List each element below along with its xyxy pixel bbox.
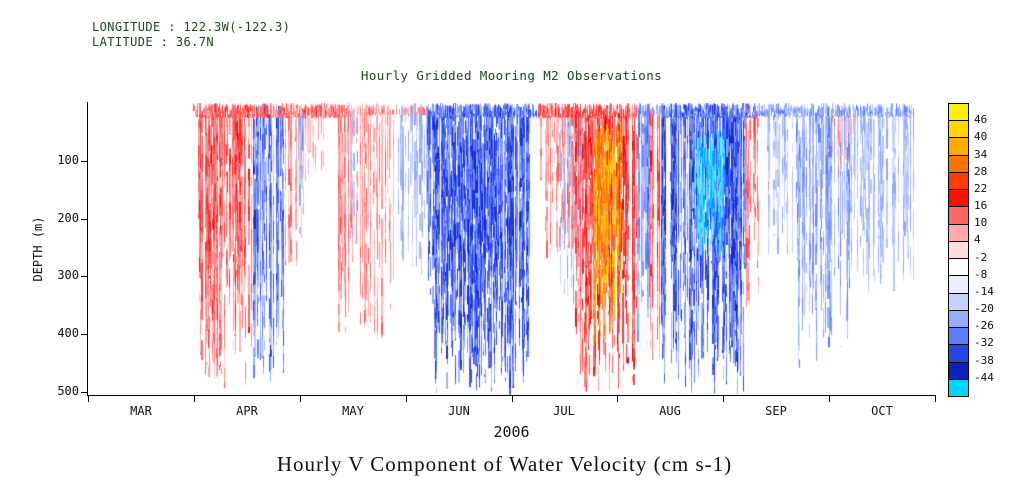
x-tick (723, 396, 724, 402)
y-axis-line (87, 102, 88, 396)
figure-main-title: Hourly V Component of Water Velocity (cm… (276, 452, 733, 476)
colorbar-segment (949, 137, 968, 155)
plot-area (88, 103, 935, 395)
colorbar-segment (949, 206, 968, 224)
latitude-label: LATITUDE : 36.7N (92, 35, 214, 49)
x-tick (88, 396, 89, 402)
colorbar-segment (949, 104, 968, 121)
y-tick-label: 200 (57, 210, 79, 225)
y-tick (81, 218, 87, 220)
x-tick-label-mar: MAR (130, 404, 152, 418)
colorbar-tick-label: 10 (974, 216, 988, 230)
y-tick (81, 276, 87, 278)
colorbar-segment (949, 361, 968, 379)
y-tick-label: 500 (57, 384, 79, 399)
x-tick (406, 396, 407, 402)
colorbar-segment (949, 327, 968, 345)
x-axis-line (87, 395, 936, 396)
colorbar-segment (949, 223, 968, 241)
colorbar-tick-label: -38 (974, 353, 994, 367)
longitude-label: LONGITUDE : 122.3W(-122.3) (92, 20, 291, 34)
y-tick (81, 392, 87, 394)
colorbar-segment (949, 309, 968, 328)
y-tick (81, 160, 87, 162)
colorbar-segment (949, 154, 968, 172)
colorbar-tick-label: 22 (974, 181, 988, 195)
colorbar-tick-label: -2 (974, 250, 988, 264)
colorbar-segment (949, 292, 968, 310)
colorbar-segment (949, 275, 968, 293)
x-tick (617, 396, 618, 402)
plot-title: Hourly Gridded Mooring M2 Observations (360, 68, 663, 83)
x-tick (300, 396, 301, 402)
x-tick (194, 396, 195, 402)
colorbar-tick-label: 34 (974, 147, 988, 161)
x-tick-label-jun: JUN (448, 404, 470, 418)
colorbar-tick-label: 4 (974, 233, 981, 247)
colorbar-tick-label: -14 (974, 284, 994, 298)
colorbar-segment (949, 378, 968, 396)
colorbar-tick-label: -32 (974, 336, 994, 350)
y-tick-label: 400 (57, 326, 79, 341)
x-tick-label-aug: AUG (659, 404, 681, 418)
colorbar-tick-label: -44 (974, 370, 994, 384)
y-tick (81, 334, 87, 336)
colorbar-tick-label: 28 (974, 164, 988, 178)
x-tick (935, 396, 936, 402)
x-tick (829, 396, 830, 402)
colorbar-tick-label: 16 (974, 199, 988, 213)
colorbar-segment (949, 258, 968, 276)
colorbar-segment (949, 171, 968, 190)
colorbar-tick-label: 46 (974, 113, 988, 127)
y-tick-label: 300 (57, 268, 79, 283)
colorbar-tick-label: -26 (974, 319, 994, 333)
x-tick (512, 396, 513, 402)
velocity-heatmap-canvas (88, 103, 935, 395)
colorbar-tick-label: 40 (974, 130, 988, 144)
x-tick-label-apr: APR (236, 404, 258, 418)
y-tick-label: 100 (57, 152, 79, 167)
colorbar-tick-label: -8 (974, 267, 988, 281)
colorbar-segment (949, 344, 968, 362)
x-tick-label-oct: OCT (871, 404, 893, 418)
colorbar-segment (949, 240, 968, 259)
colorbar-tick-label: -20 (974, 302, 994, 316)
x-axis-year-label: 2006 (493, 423, 530, 441)
colorbar (948, 103, 969, 397)
x-tick-label-may: MAY (342, 404, 364, 418)
x-tick-label-sep: SEP (765, 404, 787, 418)
colorbar-segment (949, 189, 968, 207)
colorbar-segment (949, 120, 968, 138)
x-tick-label-jul: JUL (553, 404, 575, 418)
